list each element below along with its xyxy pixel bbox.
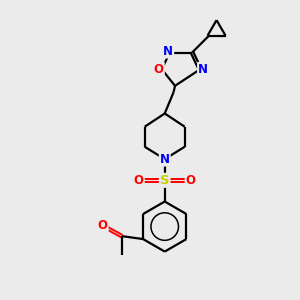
Text: O: O xyxy=(98,219,108,232)
Text: N: N xyxy=(160,153,170,166)
Text: S: S xyxy=(160,174,169,187)
Text: N: N xyxy=(163,45,173,58)
Text: O: O xyxy=(154,63,164,76)
Text: O: O xyxy=(186,174,196,187)
Text: N: N xyxy=(198,63,208,76)
Text: O: O xyxy=(134,174,144,187)
